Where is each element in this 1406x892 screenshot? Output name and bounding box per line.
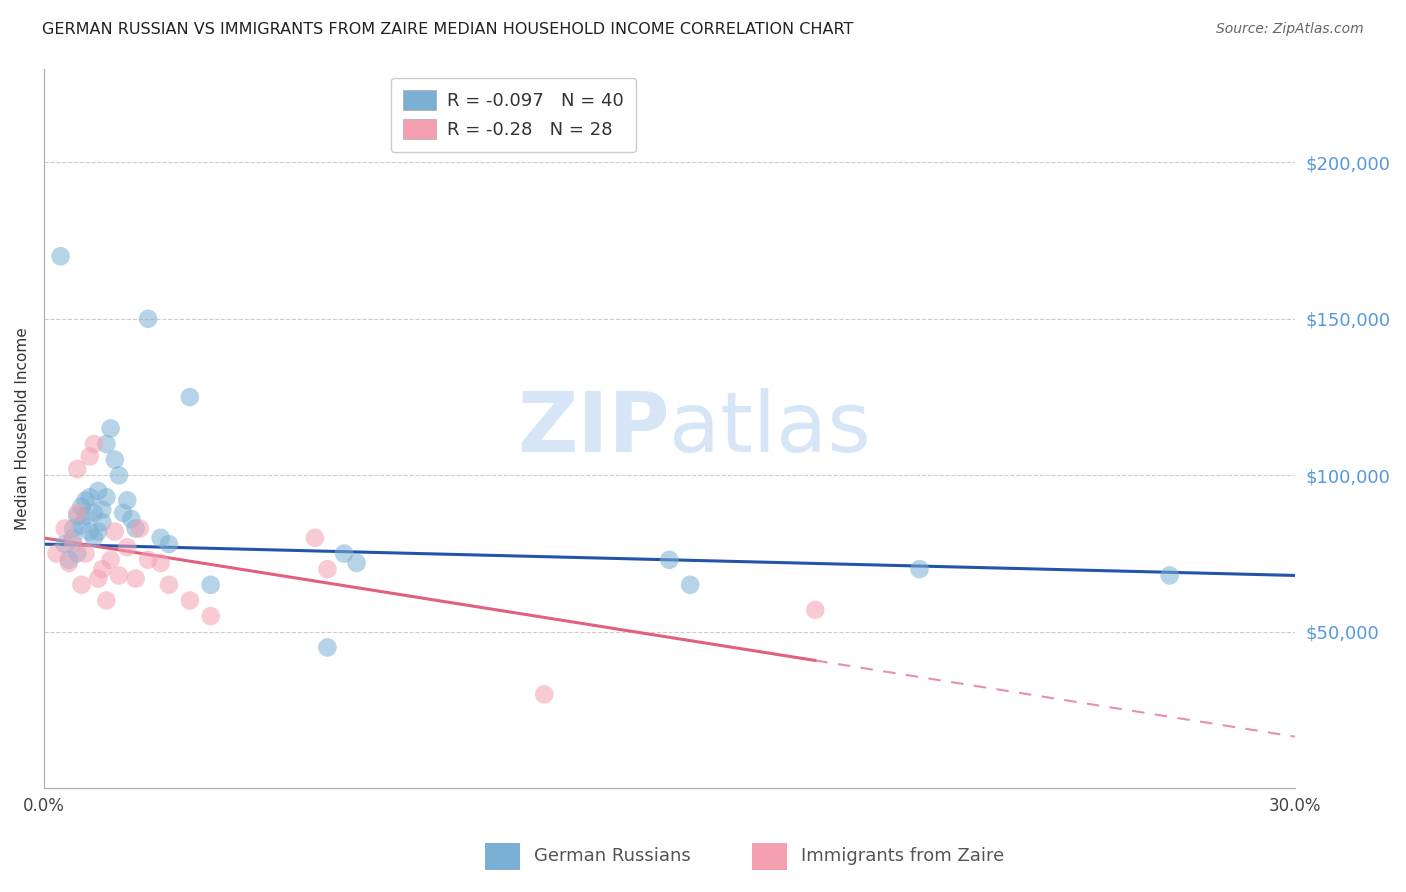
Point: [96, 490, 118, 504]
Point: [200, 609, 222, 624]
Text: atlas: atlas: [669, 388, 872, 469]
Point: [45, 547, 67, 561]
Point: [117, 541, 139, 555]
Point: [66, 506, 89, 520]
Point: [70, 578, 93, 592]
Point: [96, 437, 118, 451]
Point: [333, 547, 356, 561]
Point: [91, 502, 114, 516]
Point: [70, 518, 93, 533]
Point: [120, 512, 142, 526]
Point: [908, 562, 931, 576]
Point: [66, 508, 89, 523]
Point: [79, 524, 101, 539]
Point: [49, 249, 72, 263]
Point: [96, 593, 118, 607]
Text: Immigrants from Zaire: Immigrants from Zaire: [801, 847, 1005, 865]
Point: [1159, 568, 1181, 582]
Point: [83, 437, 105, 451]
Legend: R = -0.097   N = 40, R = -0.28   N = 28: R = -0.097 N = 40, R = -0.28 N = 28: [391, 78, 636, 152]
Point: [53, 537, 76, 551]
Text: German Russians: German Russians: [534, 847, 690, 865]
Point: [83, 531, 105, 545]
Point: [104, 452, 127, 467]
Point: [75, 508, 97, 523]
Point: [316, 562, 339, 576]
Point: [316, 640, 339, 655]
Point: [87, 524, 110, 539]
Point: [58, 553, 80, 567]
Point: [658, 553, 681, 567]
Point: [62, 531, 84, 545]
Point: [58, 556, 80, 570]
Point: [533, 687, 555, 701]
Point: [149, 556, 172, 570]
Point: [304, 531, 326, 545]
Point: [100, 553, 122, 567]
Point: [91, 562, 114, 576]
Point: [87, 572, 110, 586]
Point: [804, 603, 827, 617]
Point: [104, 524, 127, 539]
Point: [66, 462, 89, 476]
Point: [112, 506, 135, 520]
Point: [108, 568, 131, 582]
Point: [75, 493, 97, 508]
Point: [87, 483, 110, 498]
Point: [75, 547, 97, 561]
Point: [124, 572, 146, 586]
Y-axis label: Median Household Income: Median Household Income: [15, 327, 30, 530]
Text: ZIP: ZIP: [517, 388, 669, 469]
Point: [149, 531, 172, 545]
Point: [346, 556, 368, 570]
Point: [70, 500, 93, 514]
Point: [157, 578, 180, 592]
Point: [179, 390, 201, 404]
Point: [62, 521, 84, 535]
Text: GERMAN RUSSIAN VS IMMIGRANTS FROM ZAIRE MEDIAN HOUSEHOLD INCOME CORRELATION CHAR: GERMAN RUSSIAN VS IMMIGRANTS FROM ZAIRE …: [42, 22, 853, 37]
Point: [679, 578, 702, 592]
Point: [79, 450, 101, 464]
Point: [179, 593, 201, 607]
Point: [117, 493, 139, 508]
Point: [100, 421, 122, 435]
Point: [79, 490, 101, 504]
Point: [66, 547, 89, 561]
Text: Source: ZipAtlas.com: Source: ZipAtlas.com: [1216, 22, 1364, 37]
Point: [136, 553, 159, 567]
Point: [136, 311, 159, 326]
Point: [128, 521, 150, 535]
Point: [108, 468, 131, 483]
Point: [157, 537, 180, 551]
Point: [53, 521, 76, 535]
Point: [83, 506, 105, 520]
Point: [62, 537, 84, 551]
Point: [124, 521, 146, 535]
Point: [200, 578, 222, 592]
Point: [91, 515, 114, 529]
